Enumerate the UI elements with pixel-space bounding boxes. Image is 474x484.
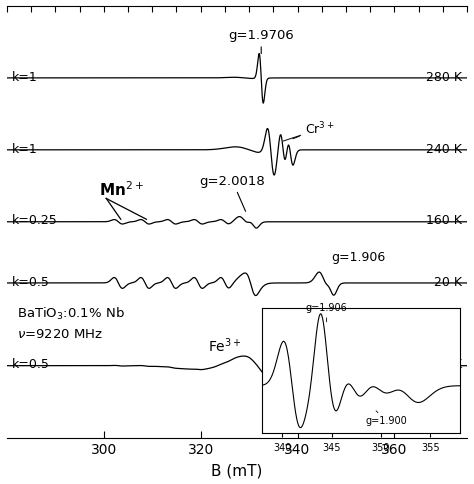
Text: k=0.5: k=0.5	[12, 275, 50, 288]
Text: Ti$^{3+}$: Ti$^{3+}$	[353, 318, 390, 341]
Text: 240 K: 240 K	[426, 142, 462, 155]
Text: 20 K: 20 K	[434, 275, 462, 288]
Text: k=1: k=1	[12, 71, 37, 83]
Text: k=0.25: k=0.25	[12, 214, 57, 227]
Text: k=0.5: k=0.5	[12, 358, 50, 371]
Text: Mn$^{2+}$: Mn$^{2+}$	[99, 180, 144, 198]
Text: Fe$^{3+}$: Fe$^{3+}$	[208, 335, 242, 354]
Text: g=1.906: g=1.906	[331, 250, 386, 263]
Text: g=1.9706: g=1.9706	[228, 29, 294, 54]
Text: g=2.0018: g=2.0018	[199, 175, 265, 212]
Text: Cr$^{3+}$: Cr$^{3+}$	[293, 121, 335, 139]
Text: 160 K: 160 K	[426, 214, 462, 227]
Text: 4 K: 4 K	[442, 358, 462, 371]
Text: 280 K: 280 K	[426, 71, 462, 83]
Text: k=1: k=1	[12, 142, 37, 155]
X-axis label: B (mT): B (mT)	[211, 462, 263, 477]
Text: BaTiO$_3$:0.1% Nb
$\nu$=9220 MHz: BaTiO$_3$:0.1% Nb $\nu$=9220 MHz	[17, 305, 124, 340]
